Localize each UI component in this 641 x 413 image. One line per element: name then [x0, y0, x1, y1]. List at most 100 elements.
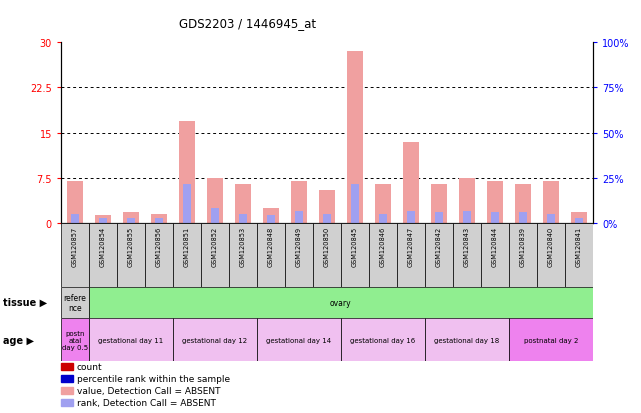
Text: value, Detection Call = ABSENT: value, Detection Call = ABSENT [77, 386, 221, 395]
Bar [487, 181, 503, 223]
Bar [155, 218, 163, 223]
Text: postn
atal
day 0.5: postn atal day 0.5 [62, 330, 88, 350]
Bar [515, 184, 531, 223]
Bar [575, 218, 583, 223]
Bar [351, 184, 359, 223]
Bar [403, 142, 419, 223]
Bar [519, 212, 527, 223]
Text: GSM120843: GSM120843 [464, 226, 470, 266]
Bar [89, 223, 117, 287]
Bar [463, 211, 471, 223]
Text: GSM120848: GSM120848 [268, 226, 274, 266]
Bar [341, 318, 425, 361]
Bar [435, 212, 443, 223]
Bar [61, 387, 72, 394]
Text: GSM120847: GSM120847 [408, 226, 414, 266]
Text: GSM120853: GSM120853 [240, 226, 246, 266]
Bar [173, 318, 257, 361]
Text: GSM120852: GSM120852 [212, 226, 218, 266]
Bar [547, 214, 555, 223]
Text: refere
nce: refere nce [63, 293, 87, 312]
Bar [295, 211, 303, 223]
Bar [459, 178, 474, 223]
Text: GSM120856: GSM120856 [156, 226, 162, 266]
Text: GSM120844: GSM120844 [492, 226, 498, 266]
Bar [61, 375, 72, 382]
Bar [537, 223, 565, 287]
Bar [179, 121, 195, 223]
Bar [123, 212, 138, 223]
Bar [235, 184, 251, 223]
Bar [173, 223, 201, 287]
Bar [267, 216, 275, 223]
Bar [571, 212, 587, 223]
Bar [257, 223, 285, 287]
Text: count: count [77, 362, 103, 371]
Text: gestational day 12: gestational day 12 [182, 337, 247, 343]
Text: GSM120842: GSM120842 [436, 226, 442, 266]
Bar [319, 190, 335, 223]
Text: GSM120850: GSM120850 [324, 226, 330, 266]
Text: tissue ▶: tissue ▶ [3, 297, 47, 308]
Bar [509, 223, 537, 287]
Bar [145, 223, 173, 287]
Text: gestational day 18: gestational day 18 [435, 337, 499, 343]
Text: GDS2203 / 1446945_at: GDS2203 / 1446945_at [179, 17, 315, 30]
Bar [397, 223, 425, 287]
Text: GSM120840: GSM120840 [548, 226, 554, 266]
Bar [61, 318, 89, 361]
Bar [509, 318, 593, 361]
Text: GSM120854: GSM120854 [100, 226, 106, 266]
Text: gestational day 14: gestational day 14 [267, 337, 331, 343]
Bar [543, 181, 558, 223]
Bar [61, 363, 72, 370]
Text: age ▶: age ▶ [3, 335, 34, 345]
Text: GSM120849: GSM120849 [296, 226, 302, 266]
Bar [229, 223, 257, 287]
Bar [99, 218, 107, 223]
Bar [347, 52, 363, 223]
Bar [61, 223, 89, 287]
Text: GSM120846: GSM120846 [380, 226, 386, 266]
Text: GSM120845: GSM120845 [352, 226, 358, 266]
Bar [151, 214, 167, 223]
Bar [323, 214, 331, 223]
Bar [96, 216, 111, 223]
Bar [491, 212, 499, 223]
Bar [239, 214, 247, 223]
Bar [313, 223, 341, 287]
Bar [565, 223, 593, 287]
Bar [207, 178, 222, 223]
Bar [127, 218, 135, 223]
Bar [291, 181, 306, 223]
Bar [425, 223, 453, 287]
Bar [263, 208, 279, 223]
Bar [211, 208, 219, 223]
Text: postnatal day 2: postnatal day 2 [524, 337, 578, 343]
Text: ovary: ovary [330, 298, 352, 307]
Bar [425, 318, 509, 361]
Text: gestational day 16: gestational day 16 [350, 337, 415, 343]
Bar [481, 223, 509, 287]
Text: rank, Detection Call = ABSENT: rank, Detection Call = ABSENT [77, 398, 216, 407]
Bar [117, 223, 145, 287]
Bar [379, 214, 387, 223]
Text: percentile rank within the sample: percentile rank within the sample [77, 374, 230, 383]
Bar [431, 184, 447, 223]
Bar [61, 287, 89, 318]
Bar [369, 223, 397, 287]
Bar [183, 184, 191, 223]
Bar [201, 223, 229, 287]
Bar [407, 211, 415, 223]
Text: gestational day 11: gestational day 11 [98, 337, 163, 343]
Bar [67, 181, 83, 223]
Bar [453, 223, 481, 287]
Text: GSM120841: GSM120841 [576, 226, 582, 266]
Bar [375, 184, 390, 223]
Bar [89, 318, 173, 361]
Bar [285, 223, 313, 287]
Bar [341, 223, 369, 287]
Bar [61, 399, 72, 406]
Text: GSM120857: GSM120857 [72, 226, 78, 266]
Text: GSM120855: GSM120855 [128, 226, 134, 266]
